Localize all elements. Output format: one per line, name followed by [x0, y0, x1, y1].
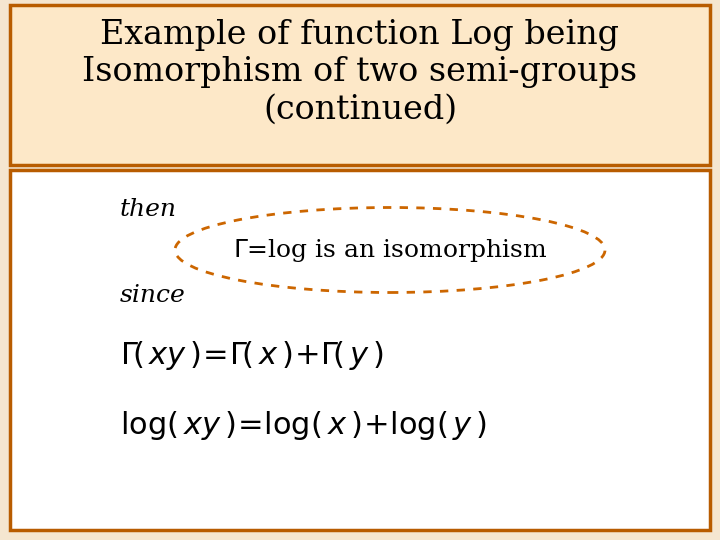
- Text: $\log\!\left(\,xy\,\right)\!=\!\log\!\left(\,x\,\right)\!+\!\log\!\left(\,y\,\ri: $\log\!\left(\,xy\,\right)\!=\!\log\!\le…: [120, 408, 487, 442]
- Text: Example of function Log being: Example of function Log being: [101, 19, 619, 51]
- Text: $\Gamma$=log is an isomorphism: $\Gamma$=log is an isomorphism: [233, 237, 547, 264]
- Bar: [10, 5, 710, 165]
- Text: Isomorphism of two semi-groups: Isomorphism of two semi-groups: [82, 56, 638, 88]
- Text: $\Gamma\!\left(\,xy\,\right)\!=\!\Gamma\!\left(\,x\,\right)\!+\!\Gamma\!\left(\,: $\Gamma\!\left(\,xy\,\right)\!=\!\Gamma\…: [120, 339, 384, 372]
- Bar: [10, 170, 710, 530]
- Text: (continued): (continued): [263, 94, 457, 126]
- Text: then: then: [120, 199, 177, 221]
- Text: since: since: [120, 284, 186, 307]
